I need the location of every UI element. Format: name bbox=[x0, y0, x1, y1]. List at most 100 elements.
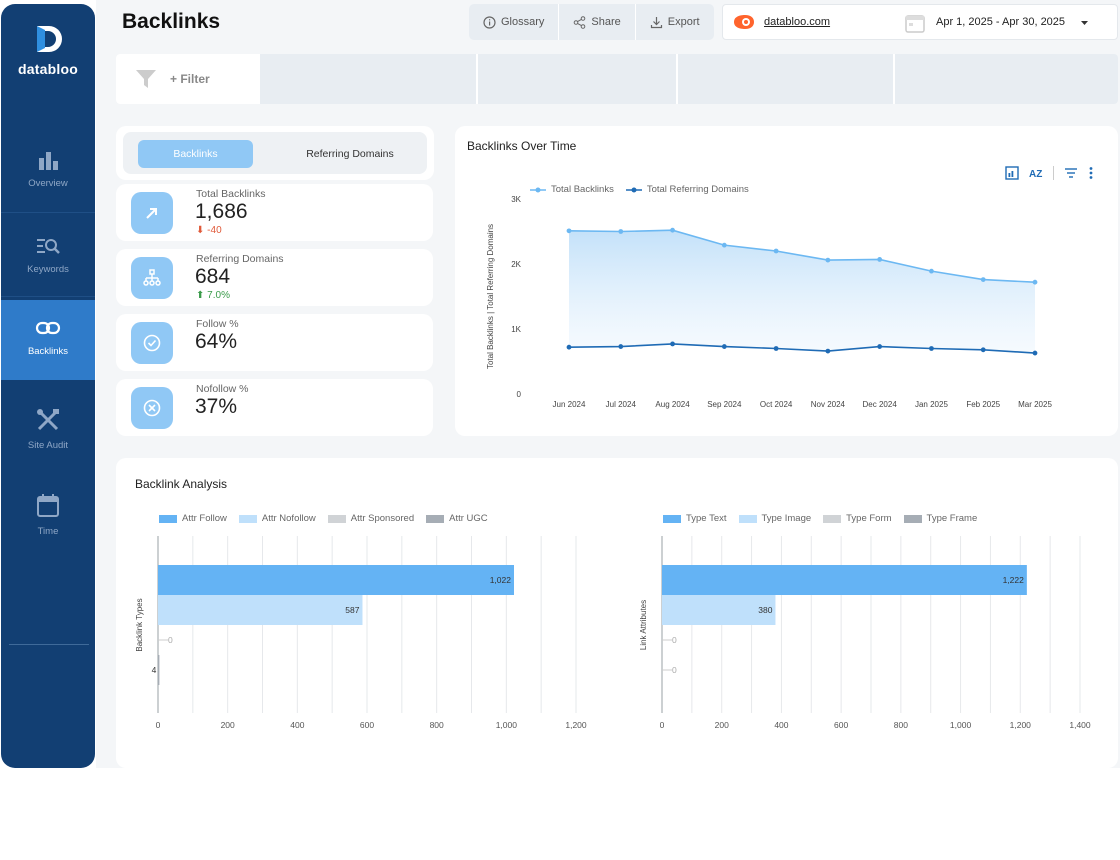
sidebar-item-time[interactable]: Time bbox=[1, 476, 95, 556]
data-point bbox=[566, 228, 572, 234]
kpi-nofollow: Nofollow % 37% bbox=[116, 379, 433, 436]
legend-swatch bbox=[663, 514, 681, 523]
sidebar-item-backlinks[interactable]: Backlinks bbox=[1, 300, 95, 380]
brand-name: databloo bbox=[18, 61, 78, 77]
add-filter-label: + Filter bbox=[170, 72, 210, 86]
x-tick-label: 600 bbox=[834, 720, 848, 730]
legend-item[interactable]: Total Referring Domains bbox=[625, 184, 749, 195]
legend-item[interactable]: Attr Follow bbox=[159, 513, 227, 524]
x-tick-label: Jan 2025 bbox=[915, 400, 948, 409]
legend-label: Total Referring Domains bbox=[646, 184, 749, 195]
backlinks-over-time-card: Backlinks Over Time AZ Total Backlinks T… bbox=[455, 126, 1118, 436]
arrow-down-icon: ⬇ bbox=[196, 225, 205, 236]
backlink-types-bar-chart: 0 200 400 600 800 1,000 1,200 Backlink Types 1,0… bbox=[135, 536, 587, 730]
sidebar-item-site-audit[interactable]: Site Audit bbox=[1, 390, 95, 470]
data-point bbox=[877, 257, 883, 262]
more-vertical-icon[interactable] bbox=[1088, 166, 1094, 180]
domain-link[interactable]: databloo.com bbox=[764, 16, 831, 28]
x-tick-label: 600 bbox=[360, 720, 374, 730]
data-point bbox=[721, 242, 727, 248]
tab-referring-domains[interactable]: Referring Domains bbox=[306, 148, 394, 160]
sidebar: databloo Overview Keywords Backlinks bbox=[1, 4, 95, 768]
y-axis-label: Total Backlinks | Total Referring Domain… bbox=[486, 224, 495, 369]
data-point bbox=[566, 344, 572, 350]
legend-label: Type Frame bbox=[926, 513, 978, 524]
legend-item[interactable]: Type Image bbox=[738, 513, 811, 524]
legend-item[interactable]: Total Backlinks bbox=[530, 184, 614, 195]
main-content: Backlinks Glossary Share Export databloo… bbox=[96, 0, 1120, 768]
export-label: Export bbox=[667, 16, 700, 28]
data-label: 0 bbox=[672, 665, 677, 675]
filter-bar: + Filter bbox=[116, 54, 1118, 104]
bar-chart-icon bbox=[39, 152, 58, 170]
y-axis-label: Backlink Types bbox=[135, 598, 144, 651]
data-point bbox=[773, 346, 779, 351]
legend-item[interactable]: Attr Nofollow bbox=[238, 513, 316, 524]
data-point bbox=[721, 344, 727, 349]
chart-title: Backlinks Over Time bbox=[467, 139, 577, 153]
legend-item[interactable]: Attr UGC bbox=[426, 513, 488, 524]
export-button[interactable]: Export bbox=[636, 4, 714, 40]
x-tick-label: 200 bbox=[221, 720, 235, 730]
x-tick-label: Sep 2024 bbox=[707, 400, 742, 409]
legend-item[interactable]: Type Frame bbox=[903, 513, 978, 524]
nav-divider bbox=[1, 296, 95, 297]
chart-settings-icon[interactable] bbox=[1005, 166, 1019, 180]
filter-slot-divider bbox=[476, 54, 478, 104]
sidebar-item-overview[interactable]: Overview bbox=[1, 132, 95, 212]
legend-label: Type Text bbox=[686, 513, 727, 524]
kpi-icon bbox=[131, 387, 173, 429]
data-point bbox=[825, 257, 831, 263]
backlink-analysis-card: Backlink Analysis Attr Follow Attr Nofol… bbox=[116, 458, 1118, 768]
bar bbox=[662, 565, 1027, 595]
legend-label: Attr Nofollow bbox=[261, 513, 316, 524]
x-tick-label: Jun 2024 bbox=[553, 400, 586, 409]
page-title: Backlinks bbox=[122, 10, 221, 33]
data-label: 380 bbox=[758, 605, 772, 615]
bar bbox=[158, 595, 363, 625]
sidebar-item-label: Keywords bbox=[27, 264, 69, 275]
legend-item[interactable]: Type Form bbox=[823, 513, 892, 524]
share-label: Share bbox=[591, 16, 621, 28]
kpi-value: 1,686 bbox=[195, 200, 248, 223]
tab-backlinks[interactable]: Backlinks bbox=[138, 140, 253, 168]
legend-swatch bbox=[327, 514, 346, 523]
data-point bbox=[773, 248, 779, 254]
kpi-icon bbox=[131, 322, 173, 364]
info-icon bbox=[483, 15, 496, 29]
brand-logo[interactable]: databloo bbox=[1, 24, 95, 77]
kpi-delta-value: 7.0% bbox=[207, 290, 230, 301]
data-label: 1,022 bbox=[490, 575, 512, 585]
link-attributes-bar-chart: 0 200 400 600 800 1,000 1,200 1,400 Link Attribu… bbox=[639, 536, 1091, 730]
sidebar-item-keywords[interactable]: Keywords bbox=[1, 218, 95, 298]
chevron-down-icon[interactable] bbox=[1081, 21, 1088, 26]
svg-text:AZ: AZ bbox=[1029, 169, 1042, 180]
calendar-icon bbox=[905, 15, 925, 33]
x-tick-label: 1,200 bbox=[565, 720, 587, 730]
data-point bbox=[825, 348, 831, 354]
date-range-picker[interactable]: Apr 1, 2025 - Apr 30, 2025 bbox=[936, 16, 1066, 28]
legend-item[interactable]: Type Text bbox=[663, 513, 727, 524]
kpi-value: 684 bbox=[195, 265, 231, 288]
sidebar-item-label: Overview bbox=[28, 178, 68, 189]
x-circle-icon bbox=[143, 399, 161, 417]
glossary-label: Glossary bbox=[501, 16, 545, 28]
sort-az-icon[interactable]: AZ bbox=[1029, 166, 1043, 180]
x-tick-label: 1,200 bbox=[1010, 720, 1032, 730]
add-filter-button[interactable]: + Filter bbox=[116, 54, 260, 104]
x-tick-label: Jul 2024 bbox=[606, 400, 637, 409]
data-label: 0 bbox=[168, 635, 173, 645]
bar bbox=[158, 565, 514, 595]
filter-lines-icon[interactable] bbox=[1064, 166, 1078, 180]
legend-item[interactable]: Attr Sponsored bbox=[327, 513, 414, 524]
bar bbox=[158, 655, 160, 685]
filter-slot-divider bbox=[893, 54, 895, 104]
data-point bbox=[1032, 350, 1038, 356]
kpi-label: Nofollow % bbox=[196, 383, 249, 395]
sidebar-item-label: Time bbox=[37, 526, 59, 537]
glossary-button[interactable]: Glossary bbox=[469, 4, 560, 40]
bar-chart-legend-right: Type Text Type Image Type Form Type Fram… bbox=[663, 513, 977, 524]
data-point bbox=[670, 341, 675, 347]
legend-label: Total Backlinks bbox=[551, 184, 614, 195]
share-button[interactable]: Share bbox=[559, 4, 636, 40]
